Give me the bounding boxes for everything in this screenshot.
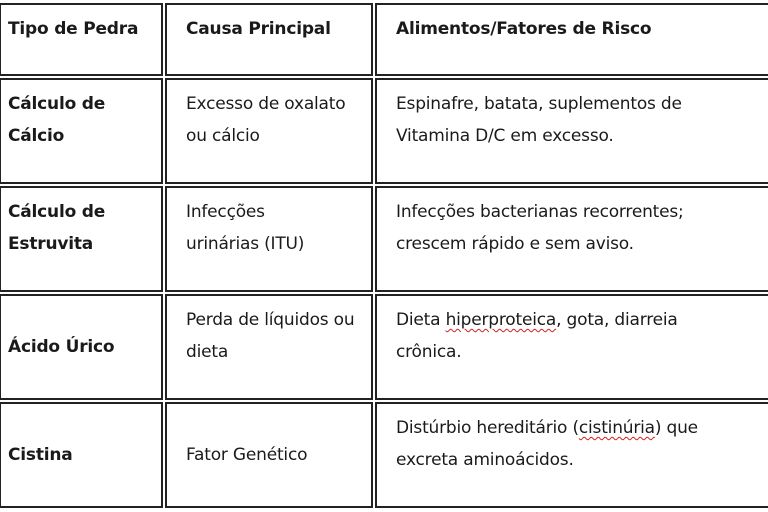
- cell-cause: Infecções urinárias (ITU): [165, 186, 373, 292]
- cell-type: Cálculo de Estruvita: [0, 186, 163, 292]
- cell-risk: Espinafre, batata, suplementos de Vitami…: [375, 78, 768, 184]
- cell-type: Cistina: [0, 402, 163, 508]
- header-cell-risk: Alimentos/Fatores de Risco: [375, 3, 768, 76]
- cell-type: Cálculo de Cálcio: [0, 78, 163, 184]
- cause-text: Perda de líquidos ou dieta: [186, 310, 355, 362]
- header-cell-cause: Causa Principal: [165, 3, 373, 76]
- cause-text: Infecções urinárias (ITU): [186, 202, 305, 254]
- header-cell-type: Tipo de Pedra: [0, 3, 163, 76]
- cell-type: Ácido Úrico: [0, 294, 163, 400]
- cell-risk: Dieta hiperproteica, gota, diarreia crôn…: [375, 294, 768, 400]
- risk-text: , gota, diarreia crônica.: [396, 310, 678, 362]
- risk-text: Infecções bacterianas recorrentes; cresc…: [396, 202, 684, 254]
- risk-text: Distúrbio hereditário (: [396, 418, 579, 438]
- risk-text: Dieta: [396, 310, 446, 330]
- cell-cause: Excesso de oxalato ou cálcio: [165, 78, 373, 184]
- cell-cause: Fator Genético: [165, 402, 373, 508]
- cell-risk: Infecções bacterianas recorrentes; cresc…: [375, 186, 768, 292]
- type-text: Cálculo de Cálcio: [8, 94, 106, 146]
- misspelled-word[interactable]: cistinúria: [578, 418, 655, 438]
- cell-cause: Perda de líquidos ou dieta: [165, 294, 373, 400]
- risk-text: ) que excreta aminoácidos.: [396, 418, 698, 470]
- risk-text: Espinafre, batata, suplementos de Vitami…: [396, 94, 682, 146]
- cell-risk: Distúrbio hereditário (cistinúria) que e…: [375, 402, 768, 508]
- misspelled-word[interactable]: hiperproteica: [445, 310, 557, 330]
- type-text: Cálculo de Estruvita: [8, 202, 106, 254]
